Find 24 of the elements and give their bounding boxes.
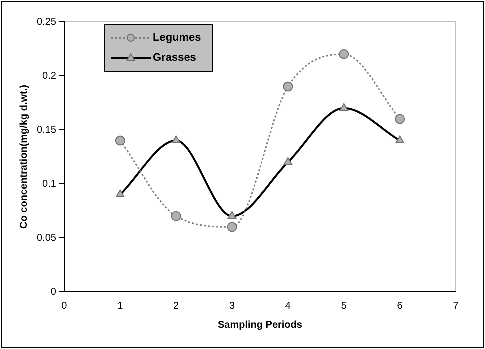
point [395, 114, 406, 124]
x-axis-title: Sampling Periods [218, 320, 303, 331]
legend-label: Legumes [153, 32, 202, 44]
x-tick-label: 3 [229, 300, 236, 312]
x-tick-label: 0 [62, 300, 68, 312]
legend-label: Grasses [153, 52, 196, 64]
y-tick-label: 0.1 [42, 178, 57, 190]
y-axis-title: Co concentration(mg/kg d.wt.) [18, 85, 30, 229]
point [283, 82, 294, 92]
x-tick-label: 1 [118, 300, 124, 312]
point [339, 49, 350, 60]
point [227, 222, 238, 232]
point [171, 211, 182, 222]
y-tick-label: 0 [50, 286, 57, 298]
x-tick-label: 2 [174, 300, 180, 312]
y-tick-label: 0.15 [36, 124, 57, 136]
point [115, 136, 126, 146]
x-tick-label: 5 [341, 300, 348, 312]
y-tick-label: 0.25 [36, 16, 57, 28]
x-tick-label: 6 [397, 300, 404, 312]
y-tick-label: 0.05 [36, 232, 57, 244]
y-tick-label: 0.2 [42, 70, 57, 82]
x-tick-label: 4 [285, 300, 292, 312]
x-tick-label: 7 [453, 300, 460, 312]
